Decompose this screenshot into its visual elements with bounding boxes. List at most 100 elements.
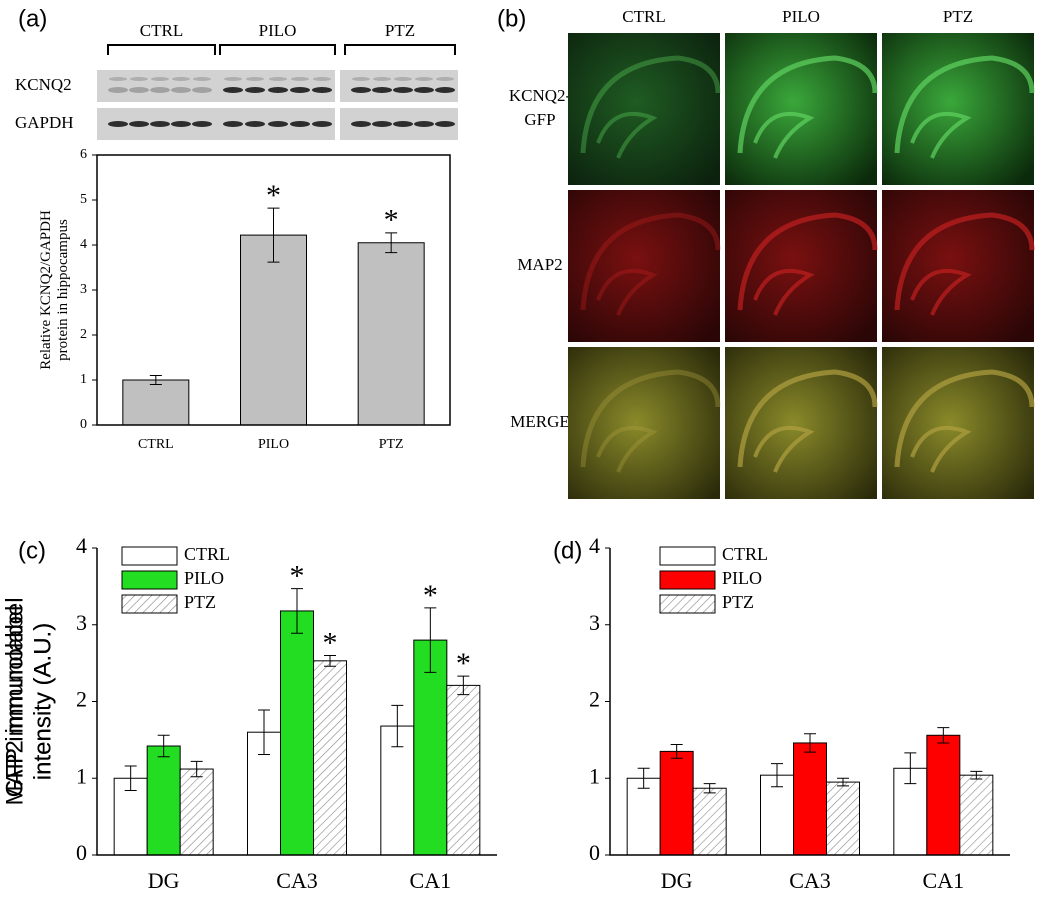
- axes: [96, 548, 497, 856]
- band: [268, 87, 288, 93]
- bar: [280, 610, 314, 856]
- band: [435, 121, 455, 127]
- legend-swatch: [121, 570, 178, 590]
- band: [109, 77, 127, 81]
- image-row-label: MERGE: [510, 412, 570, 431]
- blot-strip: [340, 70, 458, 102]
- y-tick-label: 4: [80, 237, 87, 252]
- y-tick-label: 3: [80, 282, 87, 297]
- bar: [692, 787, 727, 856]
- y-axis-label-line: GFP immunolabel: [1, 606, 28, 798]
- error-bar: [291, 588, 303, 634]
- bar: [122, 379, 190, 426]
- chart: DG CA3 CA1 0 1 2 3 4 MAP2 immunolabel intensity (…: [1, 533, 1010, 893]
- error-bar: [149, 375, 162, 385]
- y-tick-label: 1: [589, 763, 600, 788]
- chart: CTRL PILO PTZ * * 0 1 2 3 4 5 6 Relative KCNQ2/GAPDH…: [38, 147, 451, 452]
- y-tick-label: 1: [80, 372, 87, 387]
- hippocampus-shape: [580, 55, 721, 154]
- legend-swatch: [659, 594, 716, 614]
- bar: [240, 234, 307, 426]
- y-tick-label: 2: [589, 687, 600, 712]
- bracket: [107, 44, 216, 55]
- legend-label: PTZ: [184, 592, 216, 612]
- error-bar: [157, 734, 170, 758]
- blot-group-label: CTRL: [140, 21, 183, 40]
- significance-marker: *: [290, 560, 305, 593]
- band: [268, 121, 288, 127]
- bar: [626, 777, 661, 856]
- significance-marker: *: [323, 626, 338, 659]
- error-bar: [837, 777, 849, 787]
- y-axis-label-line: protein in hippocampus: [55, 219, 71, 361]
- micrograph: [568, 33, 720, 185]
- y-tick-label: 3: [76, 610, 87, 635]
- band: [393, 87, 413, 93]
- bar: [959, 774, 994, 856]
- band: [351, 121, 371, 127]
- y-tick-label: 2: [76, 687, 87, 712]
- error-bar: [771, 763, 783, 788]
- band: [171, 87, 191, 93]
- band: [435, 87, 455, 93]
- dentate-gyrus-shape: [753, 269, 815, 316]
- x-tick-label: PTZ: [379, 437, 404, 452]
- band: [290, 121, 310, 127]
- band: [393, 121, 413, 127]
- bar: [313, 660, 347, 856]
- legend-swatch: [659, 570, 716, 590]
- x-tick-label: DG: [661, 868, 693, 893]
- band: [312, 87, 332, 93]
- error-bar: [267, 207, 280, 263]
- y-tick-label: 4: [589, 533, 600, 558]
- bar: [113, 777, 148, 856]
- error-bar: [385, 232, 398, 254]
- band: [108, 87, 128, 93]
- bar: [793, 742, 827, 856]
- y-tick-label: 2: [80, 327, 87, 342]
- image-row-label: MAP2: [517, 255, 562, 274]
- error-bar: [457, 675, 470, 696]
- hippocampus-shape: [580, 369, 721, 468]
- bar: [760, 774, 794, 856]
- band: [351, 87, 371, 93]
- blot-group-label: PILO: [259, 21, 297, 40]
- error-bar: [637, 767, 650, 789]
- error-bar: [124, 765, 137, 792]
- band: [290, 87, 310, 93]
- blot-row-label: KCNQ2: [15, 75, 72, 94]
- band: [269, 77, 287, 81]
- axes: [96, 154, 451, 426]
- band: [372, 87, 392, 93]
- image-row-label: KCNQ2-: [509, 86, 572, 105]
- legend-label: CTRL: [184, 544, 230, 564]
- error-bar: [670, 743, 683, 759]
- y-tick-label: 0: [80, 417, 87, 432]
- y-tick-label: 6: [80, 147, 87, 162]
- band: [246, 77, 264, 81]
- significance-marker: *: [423, 579, 438, 612]
- micrograph: [568, 347, 720, 499]
- hippocampus-shape: [737, 369, 878, 468]
- band: [172, 77, 190, 81]
- band: [171, 121, 191, 127]
- panel-label: (d): [553, 537, 582, 564]
- band: [394, 77, 412, 81]
- band: [223, 87, 243, 93]
- image-column-label: PTZ: [943, 7, 973, 26]
- band: [108, 121, 128, 127]
- dentate-gyrus-shape: [596, 269, 658, 316]
- x-tick-label: CTRL: [138, 437, 174, 452]
- dentate-gyrus-shape: [910, 426, 972, 473]
- panel-label: (b): [497, 5, 526, 32]
- dentate-gyrus-shape: [753, 112, 815, 159]
- band: [150, 121, 170, 127]
- error-bar: [970, 770, 983, 780]
- y-axis-label-line: intensity (A.U.): [29, 623, 56, 780]
- chart: DG CA3 CA1 * * * * 0 1 2 3 4 GFP immunolabel intensit…: [1, 533, 497, 893]
- hippocampus-shape: [580, 212, 721, 311]
- error-bar: [258, 709, 270, 755]
- y-axis-label-line: intensity (A.U.): [29, 623, 56, 780]
- bracket: [344, 44, 456, 55]
- band: [372, 121, 392, 127]
